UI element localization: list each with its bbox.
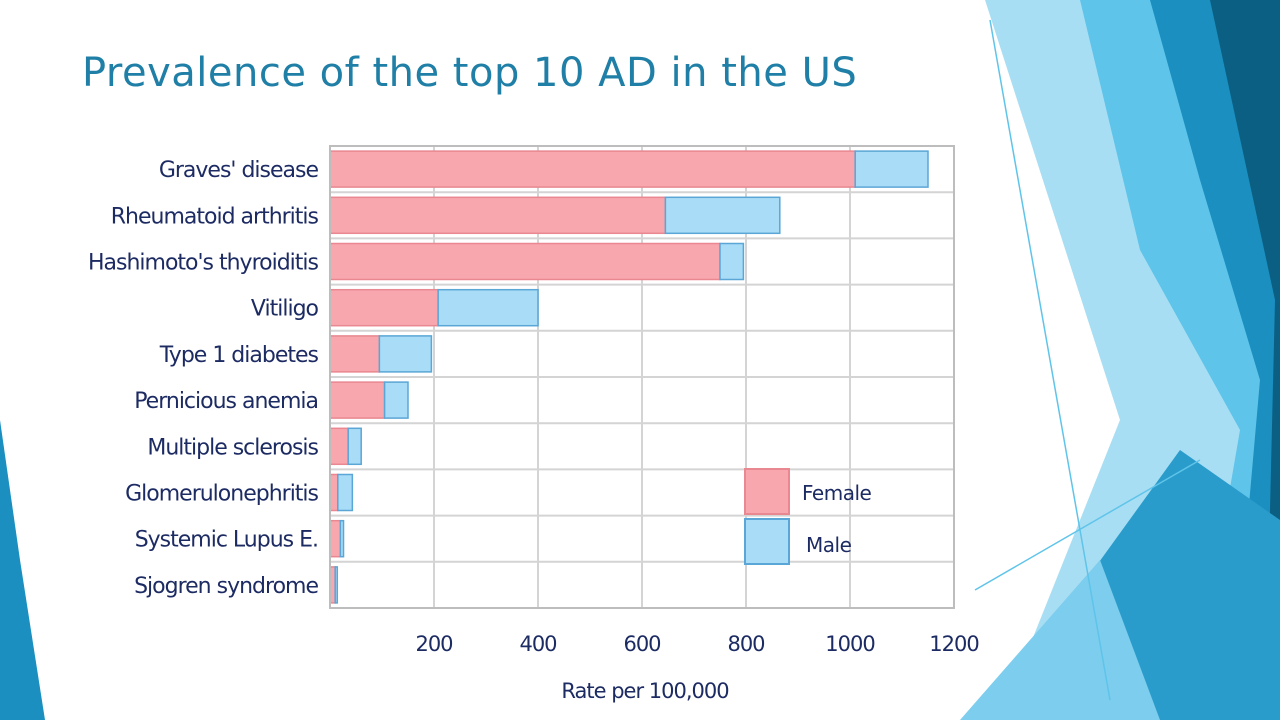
bar-female-1 — [329, 150, 856, 188]
category-label: Type 1 diabetes — [159, 343, 319, 368]
bar-male-10 — [334, 566, 339, 604]
legend-label-female: Female — [802, 481, 872, 505]
bar-female-7 — [329, 427, 349, 466]
category-label: Multiple sclerosis — [147, 435, 318, 460]
bar-male-9 — [339, 519, 345, 558]
category-label: Sjogren syndrome — [134, 574, 318, 599]
bar-male-4 — [437, 288, 539, 327]
category-label: Hashimoto's thyroiditis — [88, 251, 319, 276]
legend-swatch-female — [744, 468, 790, 515]
x-tick-label: 800 — [727, 632, 764, 656]
slide-title: Prevalence of the top 10 AD in the US — [82, 50, 858, 96]
bar-male-1 — [854, 150, 929, 188]
x-tick-label: 1200 — [929, 632, 978, 656]
bar-male-5 — [378, 335, 433, 373]
category-label: Glomerulonephritis — [125, 482, 318, 507]
bar-female-5 — [329, 335, 381, 373]
bar-male-7 — [347, 427, 362, 466]
legend: Female Male — [744, 468, 872, 565]
bar-male-6 — [383, 381, 409, 419]
plot-frame — [329, 145, 955, 609]
bg-line — [989, 19, 1111, 701]
bar-female-3 — [329, 242, 721, 281]
bg-line — [974, 459, 1201, 591]
category-label: Systemic Lupus E. — [135, 528, 318, 553]
x-tick-label: 1000 — [825, 632, 874, 656]
legend-swatch-male — [744, 518, 790, 565]
bar-female-6 — [329, 381, 386, 419]
bar-female-9 — [329, 519, 342, 558]
category-label: Pernicious anemia — [134, 389, 318, 414]
bar-male-3 — [719, 242, 745, 281]
category-label: Graves' disease — [159, 158, 319, 183]
bar-male-8 — [337, 473, 354, 512]
bar-male-2 — [664, 196, 781, 235]
x-tick-label: 600 — [623, 632, 660, 656]
bar-female-2 — [329, 196, 667, 235]
bar-female-8 — [329, 473, 339, 512]
x-tick-label: 400 — [519, 632, 556, 656]
category-label: Rheumatoid arthritis — [111, 204, 319, 229]
bg-shard-lower-light — [960, 560, 1160, 720]
x-tick-label: 200 — [415, 632, 452, 656]
category-label: Vitiligo — [251, 297, 319, 322]
bg-shard-left — [0, 420, 45, 720]
x-axis-title: Rate per 100,000 — [561, 679, 728, 703]
bg-shard-dark — [1210, 0, 1280, 720]
bar-female-4 — [329, 288, 439, 327]
legend-label-male: Male — [806, 533, 852, 557]
